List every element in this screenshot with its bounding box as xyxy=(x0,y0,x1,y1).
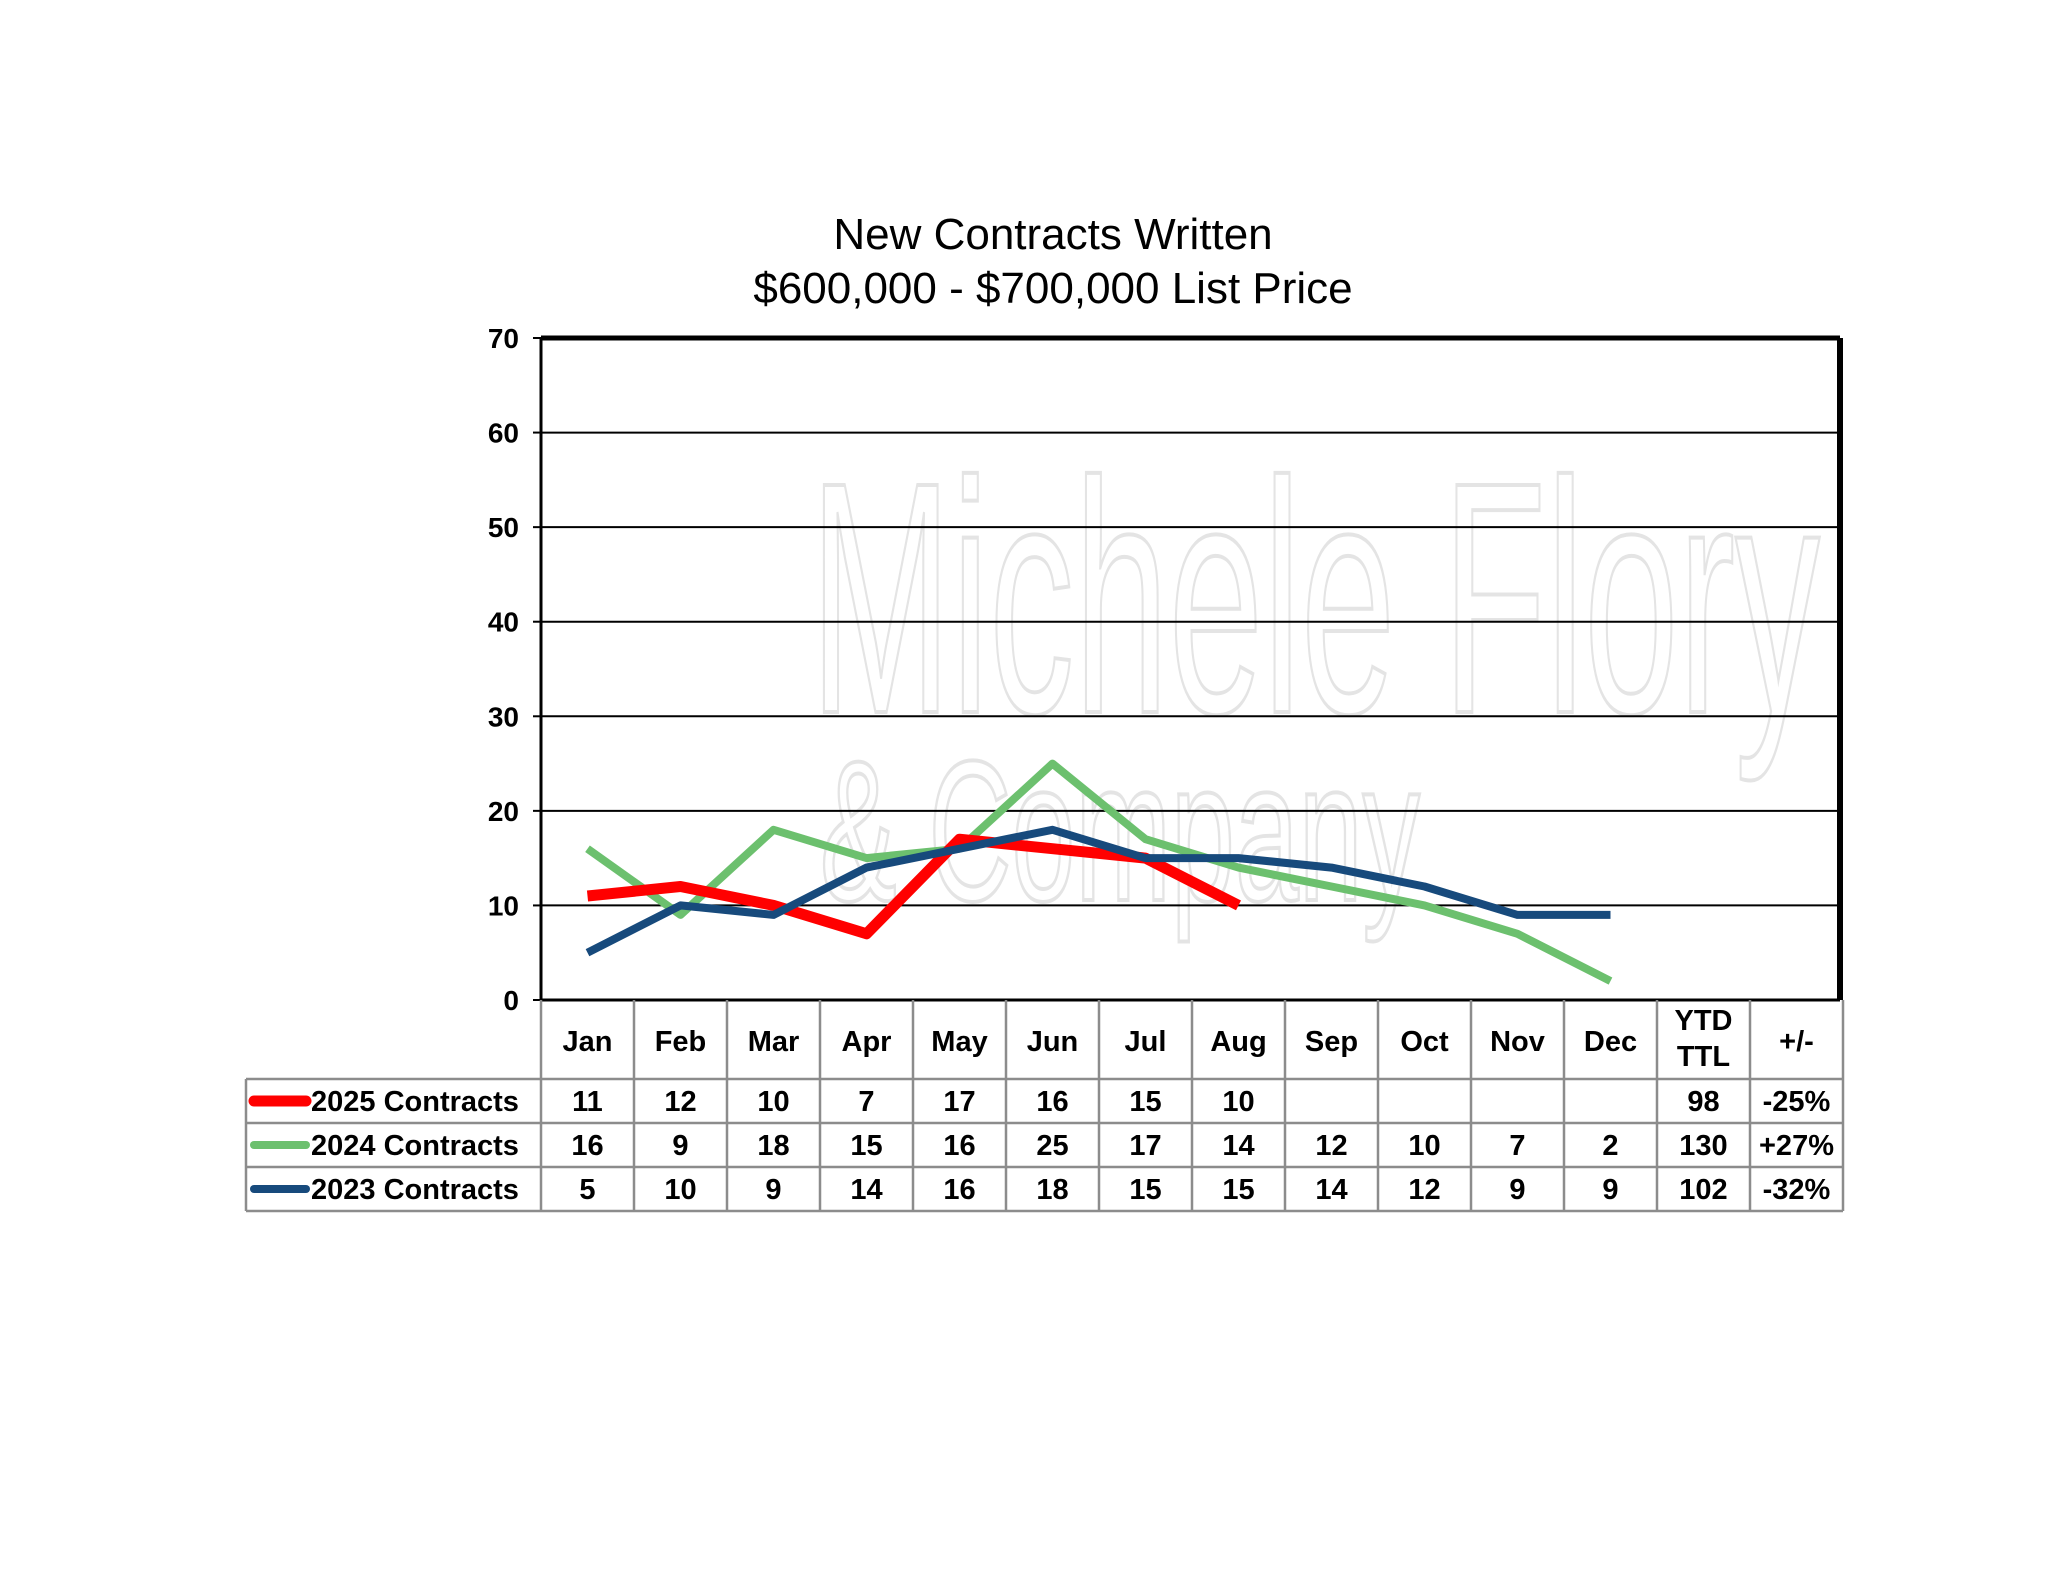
table-cell: 9 xyxy=(765,1174,781,1206)
table-cell: 25 xyxy=(1036,1130,1068,1162)
table-cell: 9 xyxy=(1509,1174,1525,1206)
table-cell: 15 xyxy=(1129,1174,1161,1206)
chart-subtitle: $600,000 - $700,000 List Price xyxy=(753,264,1353,313)
chart-title-block: New Contracts Written $600,000 - $700,00… xyxy=(0,208,2048,316)
table-cell: 15 xyxy=(850,1130,882,1162)
table-cell: 14 xyxy=(1315,1174,1347,1206)
chart-title: New Contracts Written xyxy=(833,210,1273,259)
column-header: Oct xyxy=(1400,1026,1449,1058)
table-cell: 130 xyxy=(1679,1130,1727,1162)
column-header: Jan xyxy=(563,1026,613,1058)
y-axis-ticks: 0 10 20 30 40 50 60 70 xyxy=(488,323,541,1016)
table-cell: 15 xyxy=(1129,1086,1161,1118)
table-cell: 9 xyxy=(672,1130,688,1162)
table-cell: 9 xyxy=(1602,1174,1618,1206)
column-header: Apr xyxy=(842,1026,892,1058)
y-tick-label: 70 xyxy=(488,323,519,354)
watermark-text: Michele Flory xyxy=(810,413,1820,784)
plot-frame xyxy=(539,335,1843,1002)
table-cell: 14 xyxy=(850,1174,882,1206)
table-cell: -32% xyxy=(1763,1174,1831,1206)
y-tick-label: 10 xyxy=(488,890,519,921)
series-label: 2023 Contracts xyxy=(311,1174,519,1206)
y-tick-label: 60 xyxy=(488,418,519,449)
data-table: Jan Feb Mar Apr May Jun Jul Aug Sep Oct Nov Dec YTD T… xyxy=(244,1000,1845,1213)
table-cell: 14 xyxy=(1222,1130,1254,1162)
series-line xyxy=(585,759,1613,985)
y-tick-label: 30 xyxy=(488,701,519,732)
column-header: May xyxy=(931,1026,987,1058)
watermark-text: & Company xyxy=(820,720,1420,943)
column-header: Jun xyxy=(1027,1026,1079,1058)
column-header: Aug xyxy=(1210,1026,1266,1058)
table-cell: 17 xyxy=(943,1086,975,1118)
column-header: Jul xyxy=(1125,1026,1167,1058)
table-cell: -25% xyxy=(1763,1086,1831,1118)
column-header: Nov xyxy=(1490,1026,1545,1058)
table-cell: 11 xyxy=(572,1086,603,1118)
y-tick-label: 20 xyxy=(488,796,519,827)
table-cell: +27% xyxy=(1759,1130,1834,1162)
series-line xyxy=(585,825,1611,957)
column-header: TTL xyxy=(1677,1041,1730,1073)
table-cell: 17 xyxy=(1129,1130,1161,1162)
watermark-logo: Michele Flory& Company xyxy=(808,411,1822,945)
table-cell: 10 xyxy=(1408,1130,1440,1162)
table-cell: 12 xyxy=(1408,1174,1440,1206)
table-cell: 16 xyxy=(571,1130,603,1162)
y-tick-label: 40 xyxy=(488,607,519,638)
table-cell: 16 xyxy=(1036,1086,1068,1118)
column-header: Dec xyxy=(1584,1026,1637,1058)
table-cell: 18 xyxy=(757,1130,789,1162)
column-header: YTD xyxy=(1675,1005,1733,1037)
table-cell: 12 xyxy=(1315,1130,1347,1162)
table-cell: 102 xyxy=(1679,1174,1727,1206)
table-cell: 7 xyxy=(858,1086,874,1118)
series-lines xyxy=(585,759,1613,985)
series-label: 2024 Contracts xyxy=(311,1130,519,1162)
table-cell: 10 xyxy=(664,1174,696,1206)
column-header: +/- xyxy=(1779,1026,1814,1058)
y-tick-label: 50 xyxy=(488,512,519,543)
table-cell: 15 xyxy=(1222,1174,1254,1206)
table-cell: 5 xyxy=(579,1174,595,1206)
table-cell: 98 xyxy=(1687,1086,1719,1118)
table-cell: 10 xyxy=(1222,1086,1254,1118)
column-header: Feb xyxy=(655,1026,707,1058)
table-cell: 2 xyxy=(1602,1130,1618,1162)
table-cell: 18 xyxy=(1036,1174,1068,1206)
table-cell: 7 xyxy=(1509,1130,1525,1162)
column-header: Sep xyxy=(1305,1026,1358,1058)
column-header: Mar xyxy=(748,1026,800,1058)
table-cell: 16 xyxy=(943,1174,975,1206)
table-cell: 12 xyxy=(664,1086,696,1118)
y-tick-label: 0 xyxy=(503,985,519,1016)
gridlines xyxy=(541,431,1840,907)
series-label: 2025 Contracts xyxy=(311,1086,519,1118)
table-cell: 16 xyxy=(943,1130,975,1162)
table-cell: 10 xyxy=(757,1086,789,1118)
